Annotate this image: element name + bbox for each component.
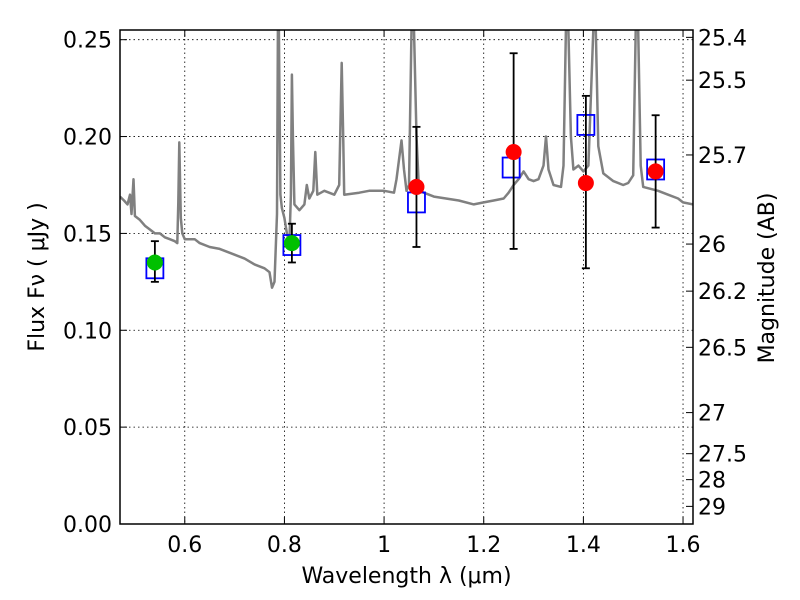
x-tick-label: 1.4 — [566, 533, 601, 558]
x-tick-label: 1.2 — [466, 533, 501, 558]
x-tick-label: 1 — [377, 533, 391, 558]
model-spectrum-line — [120, 30, 693, 289]
observed-flux-point — [505, 144, 522, 161]
observed-flux-point — [577, 175, 594, 192]
right-tick-label: 26.5 — [698, 336, 747, 361]
x-tick-label: 1.6 — [666, 533, 701, 558]
right-tick-label: 25.4 — [698, 26, 747, 51]
x-tick-label: 0.8 — [267, 533, 302, 558]
right-axis-label: Magnitude (AB) — [755, 193, 780, 364]
y-tick-label: 0.10 — [63, 319, 112, 344]
y-axis-label: Flux Fν ( μJy ) — [25, 202, 50, 351]
x-axis-label: Wavelength λ (μm) — [301, 564, 511, 589]
observed-flux-point — [647, 163, 664, 180]
axis-ticks: 0.6 0.8 1 1.2 1.4 1.6 0.00 0.05 0.10 0.15 0.20 0.25… — [63, 26, 747, 558]
plot-frame — [119, 29, 694, 525]
y-tick-label: 0.15 — [63, 222, 112, 247]
right-tick-label: 27 — [698, 402, 726, 427]
observed-flux-point — [283, 235, 300, 252]
x-tick-label: 0.6 — [167, 533, 202, 558]
grid-lines — [120, 30, 693, 525]
right-tick-label: 25.7 — [698, 144, 747, 169]
right-tick-label: 28 — [698, 469, 726, 494]
right-tick-label: 29 — [698, 495, 726, 520]
right-tick-label: 26.2 — [698, 280, 747, 305]
y-tick-label: 0.05 — [63, 416, 112, 441]
right-tick-label: 25.5 — [698, 69, 747, 94]
plot-area — [120, 30, 693, 289]
observed-flux-point — [146, 254, 163, 271]
y-tick-label: 0.25 — [63, 29, 112, 54]
y-tick-label: 0.00 — [63, 513, 112, 538]
right-tick-label: 26 — [698, 233, 726, 258]
right-tick-label: 27.5 — [698, 443, 747, 468]
observed-flux-point — [408, 178, 425, 195]
y-tick-label: 0.20 — [63, 126, 112, 151]
model-photometry-point — [501, 156, 521, 179]
plot-series — [120, 30, 693, 289]
